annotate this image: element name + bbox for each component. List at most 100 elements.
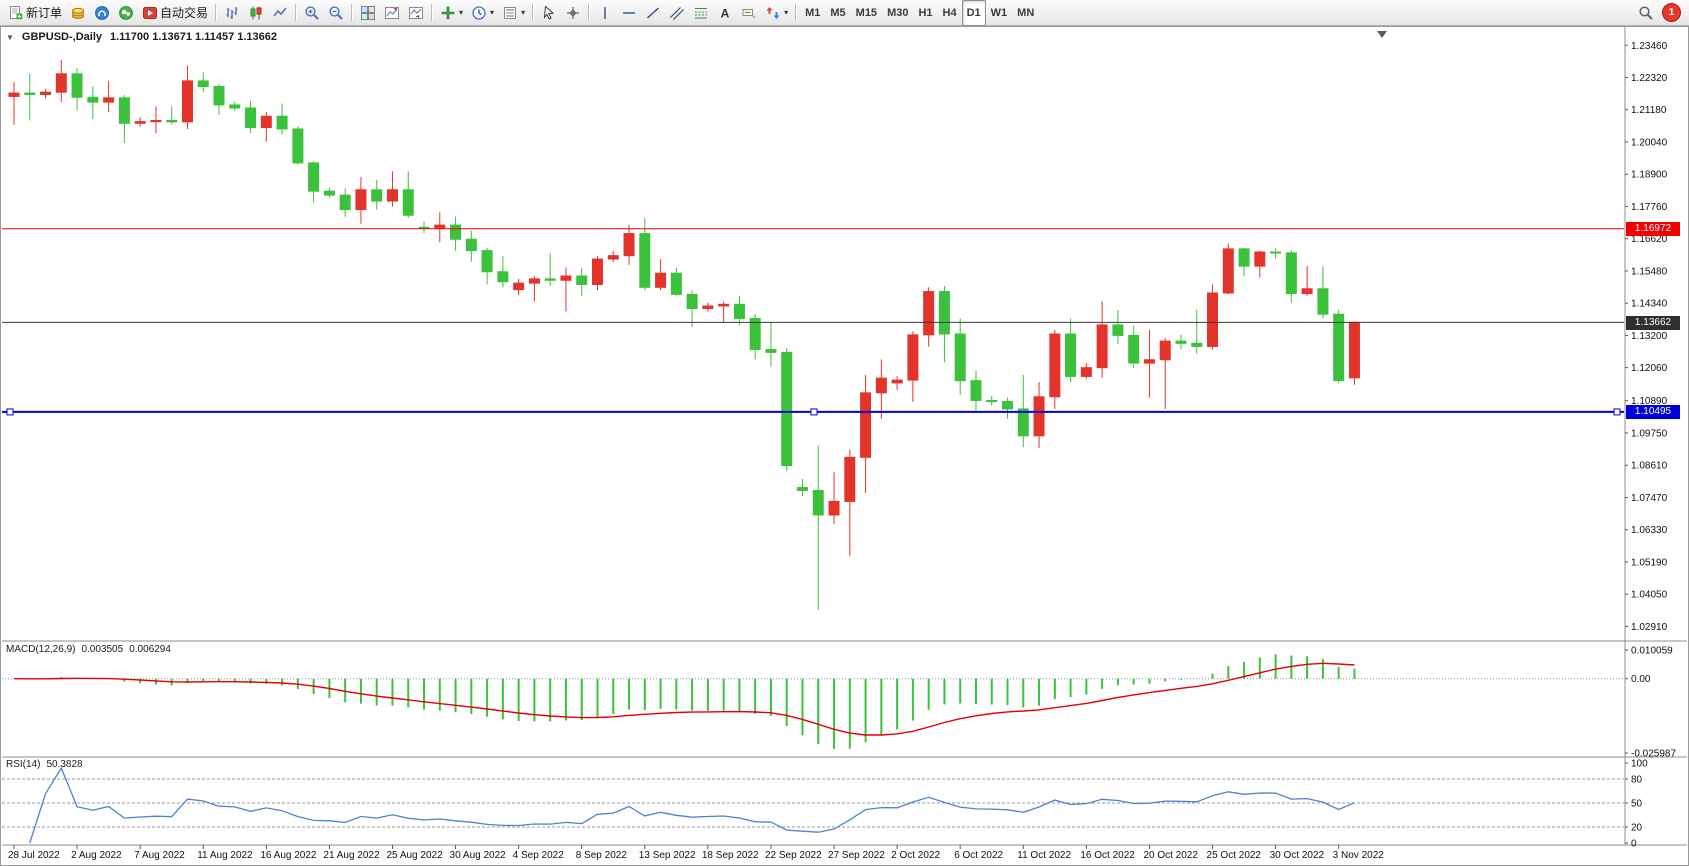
- fibonacci-icon: [693, 5, 709, 21]
- candle: [339, 194, 351, 211]
- candle: [1238, 248, 1250, 267]
- timeframe-w1-button[interactable]: W1: [986, 0, 1013, 26]
- indicators-button[interactable]: ▾: [436, 1, 467, 25]
- line-selection-handle[interactable]: [810, 408, 818, 416]
- bar-chart-button[interactable]: [220, 1, 244, 25]
- zoom-in-button[interactable]: [300, 1, 324, 25]
- timeframe-m5-button[interactable]: M5: [825, 0, 850, 26]
- crosshair-icon: [565, 5, 581, 21]
- vertical-line-button[interactable]: [593, 1, 617, 25]
- timeframe-h1-button-label: H1: [918, 6, 933, 19]
- x-axis-label: 2 Oct 2022: [891, 850, 940, 861]
- timeframe-d1-button[interactable]: D1: [961, 0, 986, 26]
- candle: [497, 271, 509, 283]
- templates-button[interactable]: ▾: [498, 1, 529, 25]
- timeframe-m15-button[interactable]: M15: [851, 0, 882, 26]
- macd-label: MACD(12,26,9) 0.003505 0.006294: [6, 644, 171, 655]
- candle: [103, 97, 115, 103]
- candle: [828, 500, 840, 516]
- candle: [623, 233, 635, 257]
- toolbar-separator: [431, 4, 434, 21]
- tile-windows-button[interactable]: [356, 1, 380, 25]
- timeframe-h1-button[interactable]: H1: [913, 0, 937, 26]
- support-button[interactable]: [90, 1, 114, 25]
- candle: [812, 489, 824, 516]
- trendline-button[interactable]: [641, 1, 665, 25]
- autotrading-icon: [142, 5, 158, 21]
- candle: [1002, 401, 1014, 410]
- text-button[interactable]: A: [713, 1, 737, 25]
- periods-button[interactable]: ▾: [467, 1, 498, 25]
- toolbar-separator: [215, 4, 218, 21]
- template-icon: [502, 5, 518, 21]
- toolbar-separator: [295, 4, 298, 21]
- text-label-button[interactable]: [737, 1, 761, 25]
- new-order-icon: [8, 5, 24, 21]
- y-axis-label: 1.12060: [1631, 363, 1668, 374]
- candle: [938, 291, 950, 335]
- candle: [465, 238, 477, 252]
- candle: [655, 272, 667, 288]
- line-chart-icon: [272, 5, 288, 21]
- timeframe-m30-button[interactable]: M30: [882, 0, 913, 26]
- price-tag-support-line: 1.10495: [1626, 405, 1680, 419]
- timeframe-m1-button[interactable]: M1: [800, 0, 825, 26]
- candle: [118, 97, 130, 124]
- support-icon: [94, 5, 110, 21]
- fibonacci-button[interactable]: [689, 1, 713, 25]
- y-axis-label: 1.18900: [1631, 170, 1668, 181]
- candle: [213, 86, 225, 106]
- candlestick-icon: [248, 5, 264, 21]
- auto-scroll-button[interactable]: [404, 1, 428, 25]
- rsi-axis-label: 80: [1631, 775, 1643, 786]
- y-axis-label: 1.04050: [1631, 590, 1668, 601]
- cursor-button[interactable]: [537, 1, 561, 25]
- timeframe-mn-button[interactable]: MN: [1012, 0, 1039, 26]
- new-order-button[interactable]: 新订单: [4, 1, 66, 25]
- y-axis-label: 1.10890: [1631, 396, 1668, 407]
- zoom-in-icon: [304, 5, 320, 21]
- y-axis-label: 1.02910: [1631, 622, 1668, 633]
- toolbar: 新订单 自动交易 ▾ ▾ ▾ A ▾ M1 M5 M15 M30 H1 H4 D1 W1 MN 1: [0, 0, 1689, 26]
- deposit-button[interactable]: [66, 1, 90, 25]
- channel-button[interactable]: [665, 1, 689, 25]
- chart-shift-button[interactable]: [380, 1, 404, 25]
- toolbar-separator: [795, 4, 798, 21]
- candle: [308, 162, 320, 192]
- x-axis-label: 8 Sep 2022: [576, 850, 628, 861]
- dropdown-caret-icon: ▾: [490, 7, 495, 17]
- horizontal-line-button[interactable]: [617, 1, 641, 25]
- chart-shift-marker-icon[interactable]: [1377, 31, 1387, 38]
- zoom-out-button[interactable]: [324, 1, 348, 25]
- candle: [607, 255, 619, 260]
- rsi-axis-label: 50: [1631, 799, 1643, 810]
- chart-window-frame: [0, 26, 1689, 866]
- candlestick-chart-button[interactable]: [244, 1, 268, 25]
- search-button[interactable]: [1634, 1, 1658, 25]
- timeframe-m15-button-label: M15: [855, 6, 878, 19]
- candle: [1033, 396, 1045, 437]
- arrows-button[interactable]: ▾: [761, 1, 792, 25]
- candle: [1080, 367, 1092, 377]
- crosshair-button[interactable]: [561, 1, 585, 25]
- chart-menu-icon[interactable]: ▼: [6, 32, 14, 42]
- notification-badge[interactable]: 1: [1662, 3, 1681, 22]
- y-axis-label: 1.09750: [1631, 428, 1668, 439]
- candle: [1254, 251, 1266, 267]
- line-selection-handle[interactable]: [6, 408, 14, 416]
- timeframe-h4-button[interactable]: H4: [938, 0, 962, 26]
- candle: [1065, 333, 1077, 377]
- timeframe-m1-button-label: M1: [805, 6, 821, 19]
- timeframe-m5-button-label: M5: [830, 6, 846, 19]
- rsi-name: RSI(14): [6, 759, 41, 770]
- x-axis-label: 18 Sep 2022: [702, 850, 759, 861]
- candle: [134, 121, 146, 124]
- x-axis-label: 25 Aug 2022: [386, 850, 443, 861]
- line-chart-button[interactable]: [268, 1, 292, 25]
- line-selection-handle[interactable]: [1613, 408, 1621, 416]
- rsi-value: 50.3828: [46, 759, 83, 770]
- candle: [40, 91, 52, 95]
- autotrading-button[interactable]: 自动交易: [138, 1, 212, 25]
- community-button[interactable]: [114, 1, 138, 25]
